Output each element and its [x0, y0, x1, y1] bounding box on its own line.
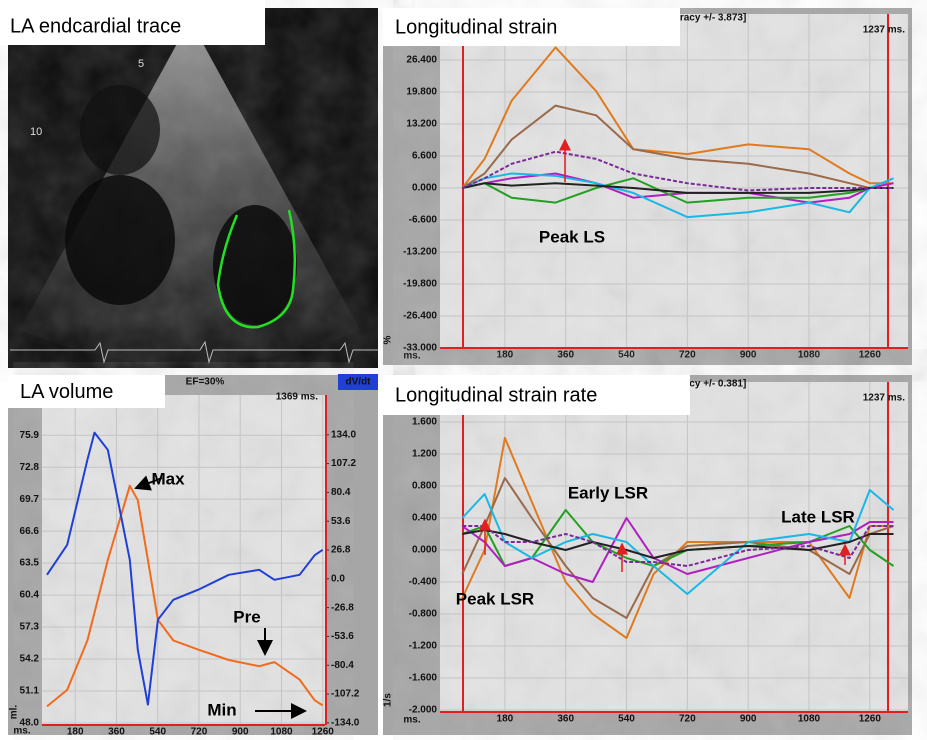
y-axis-label: ml. — [9, 705, 20, 720]
y2-tick-label: -80.4 — [331, 660, 354, 671]
y-tick-label: 0.000 — [412, 183, 437, 194]
x-tick-label: 540 — [618, 350, 635, 361]
y2-tick-label: 107.2 — [331, 458, 356, 469]
figure: 5 10 LA endcardial trace 48.051.154.257.… — [0, 0, 927, 740]
y-axis-label: % — [383, 335, 394, 344]
annotation: Early LSR — [568, 483, 648, 502]
depth-label: 5 — [138, 58, 144, 70]
y-tick-label: 19.800 — [406, 87, 437, 98]
echo-chamber — [65, 175, 175, 305]
x-tick-label: 180 — [497, 714, 514, 725]
annotation: Late LSR — [781, 507, 855, 526]
y-tick-label: -13.200 — [403, 247, 437, 258]
chart: 1.600 1.200 0.800 0.400 0.000 -0.400 -0.800 -1.… — [383, 375, 912, 735]
y-tick-label: 13.200 — [406, 119, 437, 130]
x-axis-label: ms. — [403, 715, 420, 726]
x-tick-label: 720 — [679, 714, 696, 725]
y2-tick-label: -26.8 — [331, 602, 354, 613]
x-axis-label: ms. — [403, 351, 420, 362]
x-tick-label: 1080 — [798, 714, 821, 725]
header-text: EF=30% — [186, 377, 225, 388]
y-tick-label: 0.000 — [412, 545, 437, 556]
x-tick-label: 180 — [67, 727, 84, 738]
annotation: Pre — [233, 607, 260, 626]
y2-tick-label: -107.2 — [331, 689, 360, 700]
y-tick-label: 69.7 — [20, 494, 40, 505]
y-axis-label: 1/s — [383, 693, 394, 707]
x-tick-label: 180 — [497, 350, 514, 361]
y2-tick-label: 80.4 — [331, 487, 351, 498]
y-tick-label: -1.200 — [409, 641, 438, 652]
y-tick-label: 1.600 — [412, 417, 437, 428]
y-tick-label: 72.8 — [20, 462, 40, 473]
plot-speckle — [42, 395, 325, 725]
x-tick-label: 720 — [191, 727, 208, 738]
echo-speckle — [8, 8, 378, 348]
header-text: 1237 ms. — [863, 393, 905, 404]
y2-tick-label: 26.8 — [331, 545, 351, 556]
annotation: Peak LSR — [456, 589, 534, 608]
annotation: Peak LS — [539, 227, 605, 246]
y-tick-label: 26.400 — [406, 55, 437, 66]
echo-image: 5 10 LA endcardial trace — [0, 0, 378, 368]
y-tick-label: -6.600 — [409, 215, 438, 226]
y-tick-label: 54.2 — [20, 654, 40, 665]
y-tick-label: 1.200 — [412, 449, 437, 460]
x-tick-label: 1260 — [859, 714, 882, 725]
y2-tick-label: -53.6 — [331, 631, 354, 642]
header-text: 1369 ms. — [276, 392, 318, 403]
y-tick-label: 63.5 — [20, 558, 40, 569]
panel-title: Longitudinal strain rate — [395, 384, 597, 406]
panel-title: Longitudinal strain — [395, 16, 557, 38]
header-text: dV/dt — [346, 377, 372, 388]
x-tick-label: 360 — [557, 350, 574, 361]
y-tick-label: -0.800 — [409, 609, 438, 620]
panel-title: LA volume — [20, 381, 113, 403]
y-tick-label: -26.400 — [403, 311, 437, 322]
x-axis-label: ms. — [13, 726, 30, 737]
annotation: Min — [207, 700, 236, 719]
y-tick-label: 66.6 — [20, 526, 40, 537]
panel-title: LA endcardial trace — [10, 15, 181, 37]
chart: 48.051.154.257.360.463.566.669.772.875.9… — [8, 374, 378, 738]
y-tick-label: 60.4 — [20, 590, 40, 601]
echo-chamber — [80, 85, 160, 175]
y-tick-label: 75.9 — [20, 430, 40, 441]
x-tick-label: 540 — [618, 714, 635, 725]
x-tick-label: 720 — [679, 350, 696, 361]
y-tick-label: 6.600 — [412, 151, 437, 162]
annotation: Max — [151, 469, 185, 488]
x-tick-label: 360 — [557, 714, 574, 725]
y-tick-label: -0.400 — [409, 577, 438, 588]
x-tick-label: 540 — [149, 727, 166, 738]
x-tick-label: 900 — [740, 350, 757, 361]
y2-tick-label: 0.0 — [331, 573, 345, 584]
x-tick-label: 900 — [740, 714, 757, 725]
x-tick-label: 1260 — [859, 350, 882, 361]
y2-tick-label: -134.0 — [331, 717, 360, 728]
y2-tick-label: 134.0 — [331, 429, 356, 440]
y-tick-label: 0.400 — [412, 513, 437, 524]
y-tick-label: 51.1 — [20, 686, 40, 697]
chart: 26.400 19.800 13.200 6.600 0.000 -6.600 -13.20… — [383, 8, 912, 365]
x-tick-label: 1080 — [798, 350, 821, 361]
plot-speckle — [440, 382, 908, 712]
depth-label: 10 — [30, 126, 42, 138]
y-tick-label: -1.600 — [409, 673, 438, 684]
x-tick-label: 1080 — [270, 727, 293, 738]
header-text: 1237 ms. — [863, 25, 905, 36]
y-tick-label: 0.800 — [412, 481, 437, 492]
x-tick-label: 1260 — [312, 727, 335, 738]
x-tick-label: 360 — [108, 727, 125, 738]
x-tick-label: 900 — [232, 727, 249, 738]
y-tick-label: 57.3 — [20, 622, 40, 633]
y-tick-label: -19.800 — [403, 279, 437, 290]
y2-tick-label: 53.6 — [331, 516, 351, 527]
